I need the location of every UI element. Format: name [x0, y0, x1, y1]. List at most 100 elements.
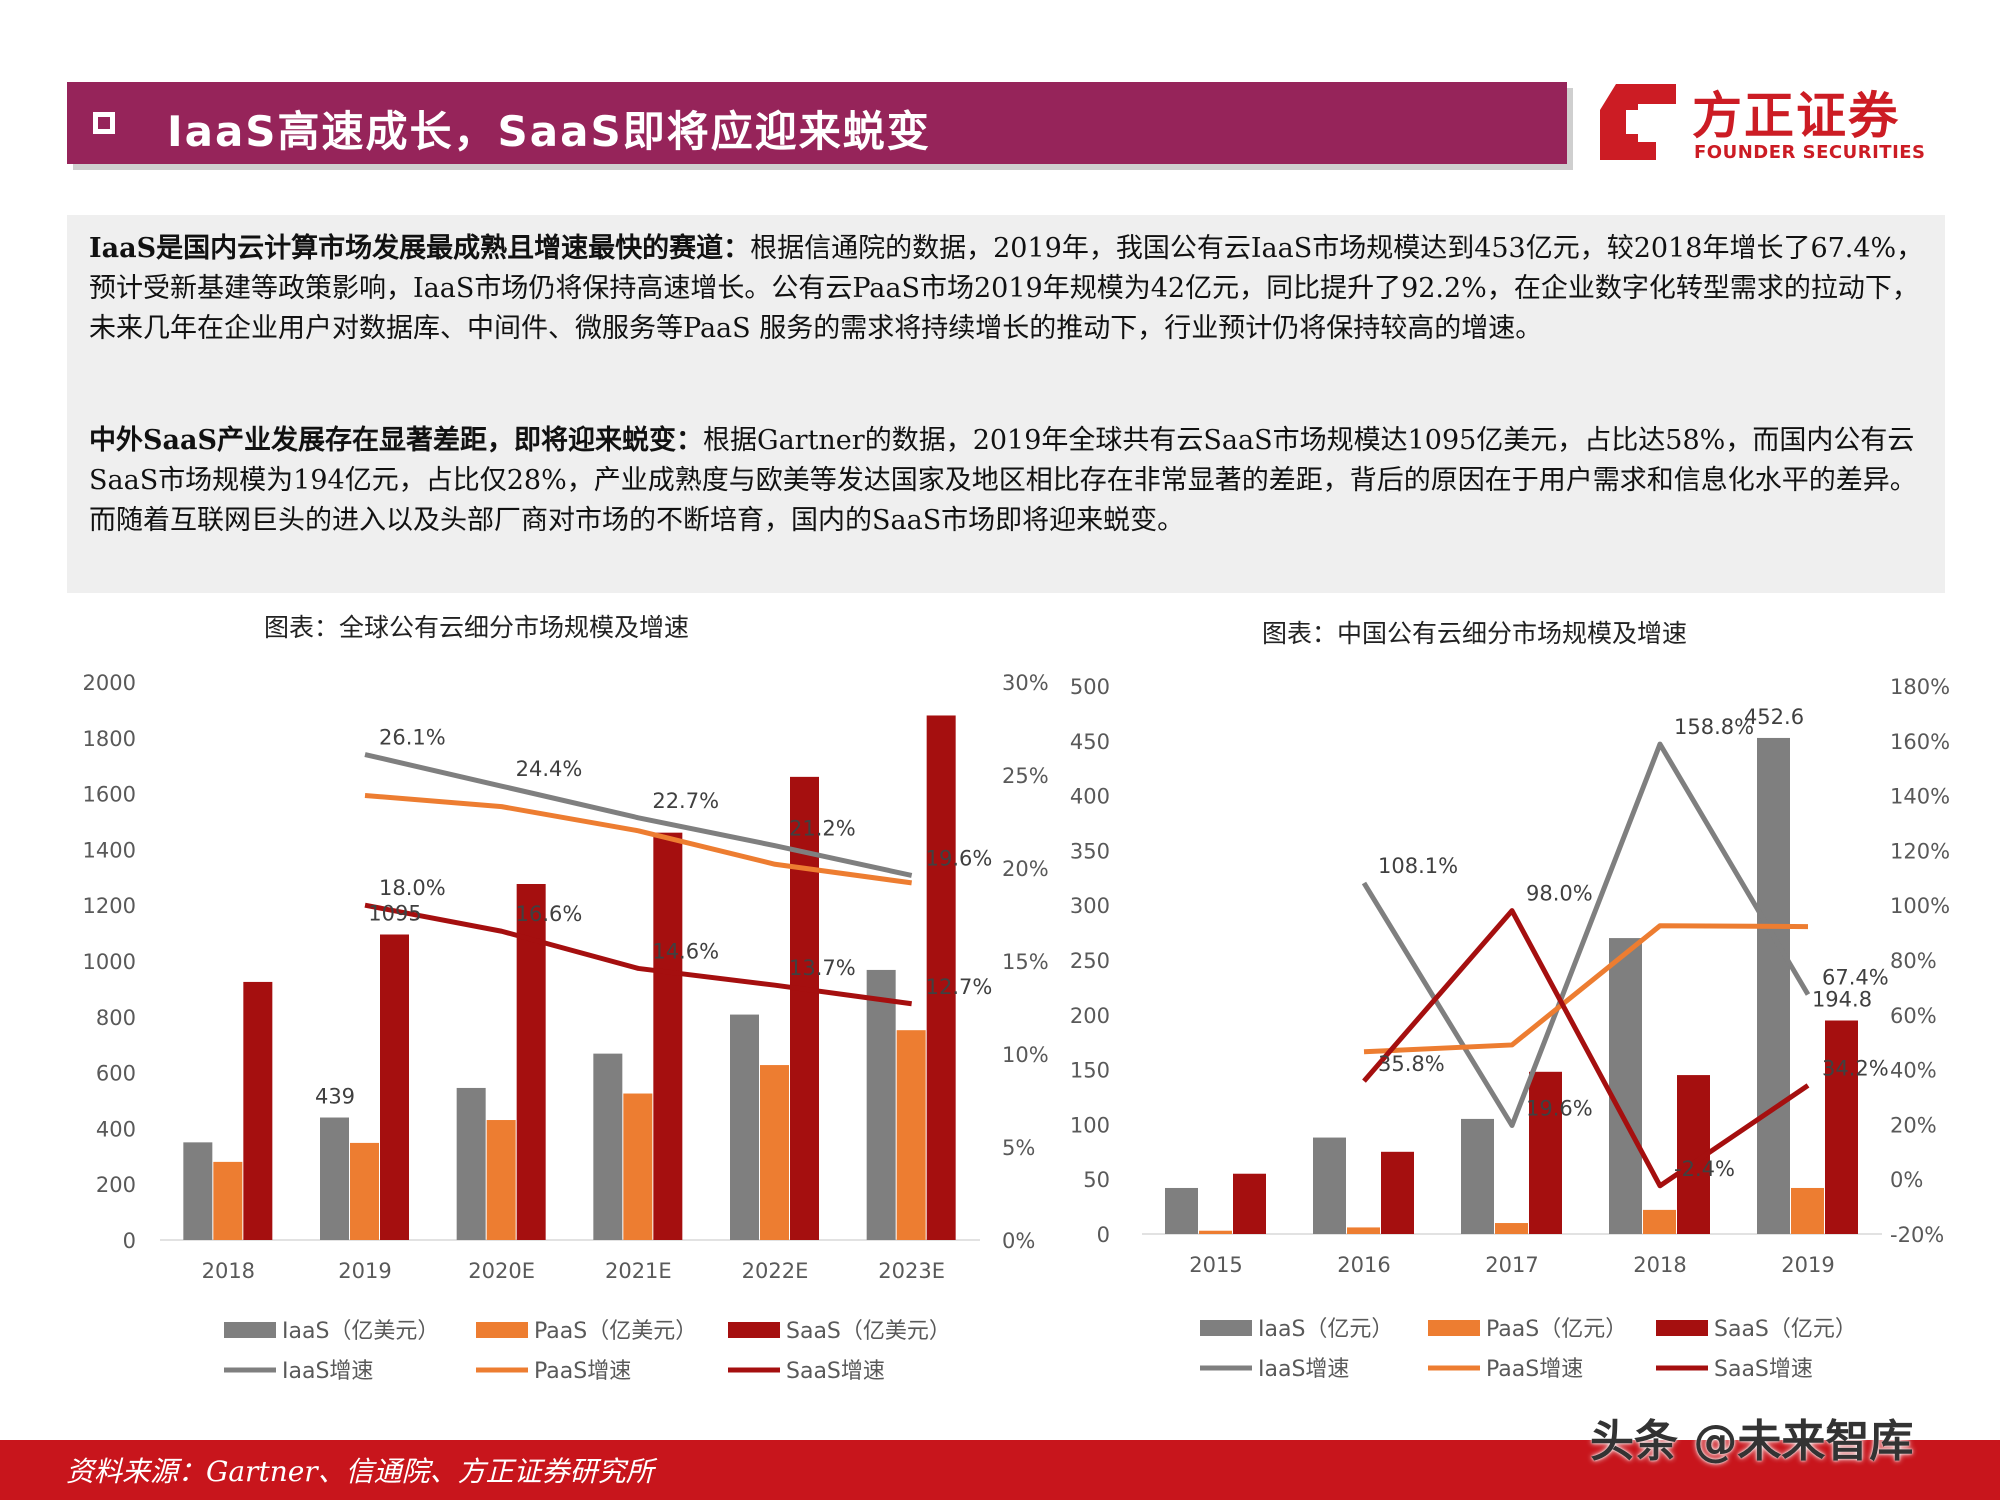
logo-text-cn: 方正证券: [1692, 87, 1900, 145]
legend-label: IaaS增速: [1258, 1357, 1349, 1382]
x-tick-label: 2023E: [878, 1259, 945, 1283]
data-label: 22.7%: [652, 789, 719, 813]
data-label: 14.6%: [652, 939, 719, 963]
y-tick-label: 1400: [83, 838, 136, 862]
bar: [1313, 1137, 1346, 1234]
bar: [1529, 1071, 1562, 1234]
bar: [1199, 1230, 1232, 1234]
y2-tick-label: 140%: [1890, 785, 1950, 809]
y-tick-label: 200: [96, 1173, 136, 1197]
legend-label: SaaS增速: [786, 1359, 885, 1384]
y-tick-label: 300: [1070, 894, 1110, 918]
legend-label: PaaS（亿美元）: [534, 1319, 697, 1344]
data-label: 18.0%: [379, 876, 446, 900]
page-title: IaaS高速成长，SaaS即将应迎来蜕变: [167, 107, 931, 156]
founder-securities-logo: 方正证券 FOUNDER SECURITIES: [1598, 80, 1928, 170]
series-line: [1363, 923, 1809, 1055]
bar: [926, 715, 956, 1240]
y2-tick-label: 120%: [1890, 839, 1950, 863]
bar: [486, 1120, 516, 1240]
footer-bar: 资料来源：Gartner、信通院、方正证券研究所: [0, 1440, 2000, 1500]
chart-title-global: 图表：全球公有云细分市场规模及增速: [264, 613, 690, 642]
data-label: 12.7%: [926, 975, 993, 999]
data-label: 19.6%: [926, 846, 993, 870]
x-tick-label: 2018: [1633, 1253, 1686, 1277]
bar: [866, 969, 896, 1240]
bar: [213, 1161, 243, 1240]
x-tick-label: 2017: [1485, 1253, 1538, 1277]
watermark: 头条 @未来智库: [1590, 1416, 1914, 1467]
y-tick-label: 350: [1070, 839, 1110, 863]
bar: [380, 934, 409, 1240]
data-label: 16.6%: [516, 902, 583, 926]
legend-label: PaaS（亿元）: [1486, 1317, 1627, 1342]
bar: [1165, 1187, 1198, 1234]
series-line: [1361, 741, 1811, 1128]
y-tick-label: 50: [1083, 1168, 1110, 1192]
y2-tick-label: 5%: [1002, 1136, 1035, 1160]
y-tick-label: 250: [1070, 949, 1110, 973]
china-cloud-chart: 0 50 100 150 200 250 300 350 400 450 500 -20% 0% 20% 4…: [1070, 675, 1950, 1382]
x-tick-label: 2021E: [605, 1259, 672, 1283]
bar: [1643, 1209, 1676, 1234]
data-label: 34.2%: [1822, 1056, 1889, 1080]
legend-swatch: [728, 1322, 780, 1338]
bar: [1757, 737, 1790, 1234]
y-tick-label: 1800: [83, 727, 136, 751]
y2-tick-label: 160%: [1890, 730, 1950, 754]
x-tick-label: 2022E: [742, 1259, 809, 1283]
bar: [730, 1014, 759, 1240]
x-tick-label: 2018: [202, 1259, 255, 1283]
bar: [1347, 1227, 1380, 1234]
data-label: 158.8%: [1674, 715, 1754, 739]
y-tick-label: 200: [1070, 1004, 1110, 1028]
legend-swatch: [224, 1322, 276, 1338]
data-label: 24.4%: [516, 757, 583, 781]
square-bullet-icon: [93, 112, 115, 134]
title-bar: IaaS高速成长，SaaS即将应迎来蜕变: [67, 82, 1567, 164]
y-tick-label: 1000: [83, 950, 136, 974]
y-tick-label: 2000: [83, 671, 136, 695]
data-label: 26.1%: [379, 726, 446, 750]
legend-label: IaaS（亿元）: [1258, 1317, 1393, 1342]
y2-tick-label: 10%: [1002, 1043, 1049, 1067]
x-tick-label: 2020E: [468, 1259, 535, 1283]
bar: [790, 776, 819, 1240]
bar: [1495, 1223, 1528, 1234]
bar: [1461, 1118, 1494, 1234]
bar: [1381, 1151, 1414, 1234]
y-tick-label: 0: [1097, 1223, 1110, 1247]
y2-tick-label: 20%: [1002, 857, 1049, 881]
x-tick-label: 2019: [338, 1259, 391, 1283]
chart-title-china: 图表：中国公有云细分市场规模及增速: [1262, 619, 1688, 648]
bar: [1825, 1020, 1858, 1234]
bar: [760, 1065, 789, 1240]
global-cloud-chart: 0 200 400 600 800 1000 1200 1400 1600 1800 2000 0% 5…: [83, 671, 1049, 1384]
bar: [183, 1142, 213, 1240]
y2-tick-label: 30%: [1002, 671, 1049, 695]
data-label: 13.7%: [789, 956, 856, 980]
series-line: [364, 792, 913, 886]
bar: [1609, 938, 1642, 1234]
paragraph-body: 根据信通院的数据，2019年，我国公有云IaaS市场规模达到453亿元，较201…: [89, 233, 1924, 344]
paragraph-lead: 中外SaaS产业发展存在显著差距，即将迎来蜕变：: [89, 425, 703, 456]
legend-label: PaaS增速: [1486, 1357, 1583, 1382]
y-tick-label: 0: [123, 1229, 136, 1253]
y-tick-label: 450: [1070, 730, 1110, 754]
legend-swatch: [1656, 1320, 1708, 1336]
paragraph-lead: IaaS是国内云计算市场发展最成熟且增速最快的赛道：: [89, 233, 751, 264]
paragraph-iaas: IaaS是国内云计算市场发展最成熟且增速最快的赛道：根据信通院的数据，2019年…: [89, 229, 1925, 349]
legend-swatch: [1200, 1320, 1252, 1336]
y-tick-label: 1600: [83, 783, 136, 807]
legend-label: IaaS增速: [282, 1359, 373, 1384]
paragraph-saas: 中外SaaS产业发展存在显著差距，即将迎来蜕变：根据Gartner的数据，201…: [89, 421, 1925, 541]
legend-label: SaaS（亿美元）: [786, 1319, 951, 1344]
data-label: 19.6%: [1526, 1096, 1593, 1120]
y-tick-label: 150: [1070, 1059, 1110, 1083]
x-tick-label: 2019: [1781, 1253, 1834, 1277]
bar: [896, 1030, 926, 1240]
data-label: 67.4%: [1822, 966, 1889, 990]
series-line: [1362, 908, 1810, 1189]
x-tick-label: 2016: [1337, 1253, 1390, 1277]
legend-label: SaaS增速: [1714, 1357, 1813, 1382]
